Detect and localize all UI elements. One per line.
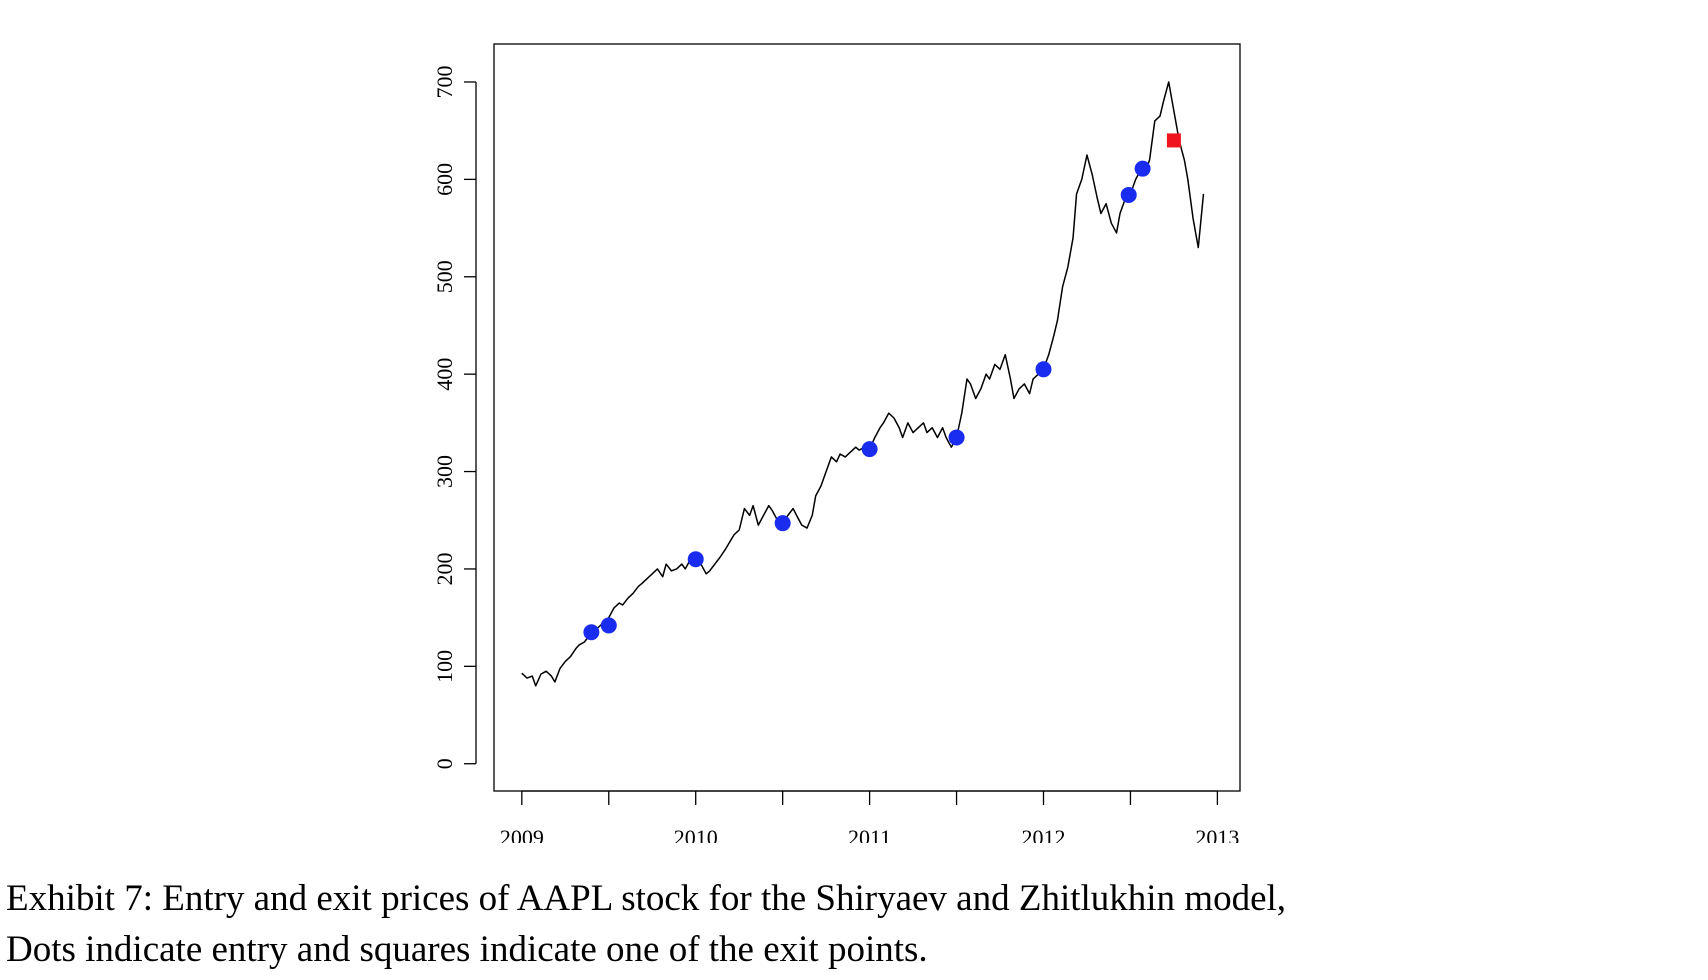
x-tick-label: 2011 xyxy=(848,825,891,850)
price-line xyxy=(521,81,1205,687)
x-tick-label: 2009 xyxy=(500,825,544,850)
caption-line: Dots indicate entry and squares indicate… xyxy=(6,929,928,970)
y-tick-label: 500 xyxy=(432,260,457,293)
entry-dot xyxy=(583,624,600,641)
y-tick-label: 200 xyxy=(432,552,457,585)
entry-dot xyxy=(861,441,878,458)
y-tick-label: 100 xyxy=(432,650,457,683)
exit-square xyxy=(1166,133,1181,148)
entry-dot xyxy=(687,551,704,568)
x-tick-label: 2012 xyxy=(1022,825,1066,850)
entry-dot xyxy=(1134,160,1151,177)
y-tick-label: 0 xyxy=(432,758,457,769)
entry-dot xyxy=(948,429,965,446)
x-tick-label: 2013 xyxy=(1195,825,1239,850)
entry-dot xyxy=(1120,186,1137,203)
plot-box xyxy=(493,43,1241,792)
entry-dot xyxy=(600,617,617,634)
y-tick-label: 700 xyxy=(432,65,457,98)
entry-dot xyxy=(774,515,791,532)
y-tick-label: 600 xyxy=(432,163,457,196)
entry-dot xyxy=(1035,361,1052,378)
x-tick-label: 2010 xyxy=(674,825,718,850)
caption-line: Exhibit 7: Entry and exit prices of AAPL… xyxy=(6,878,1286,919)
x-axis: 2009 2010 2011 2012 2013 xyxy=(500,790,1239,850)
y-tick-label: 400 xyxy=(432,358,457,391)
y-tick-label: 300 xyxy=(432,455,457,488)
